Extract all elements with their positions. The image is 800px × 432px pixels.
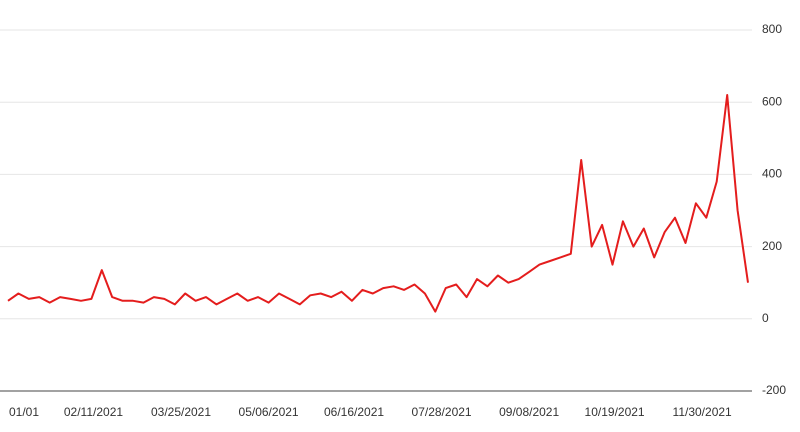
x-tick-label: 05/06/2021 [239,405,299,419]
y-tick-label: 800 [762,22,782,36]
x-tick-label: 11/30/2021 [673,405,732,419]
data-line [7,94,749,313]
x-tick-label: 07/28/2021 [412,405,472,419]
x-tick-label: 01/01 [9,405,39,419]
x-tick-label: 02/11/2021 [64,405,123,419]
y-tick-label: 0 [762,311,769,325]
x-tick-label: 10/19/2021 [585,405,645,419]
x-tick-label: 06/16/2021 [324,405,384,419]
y-tick-label: -200 [762,383,786,397]
x-tick-label: 09/08/2021 [499,405,559,419]
x-tick-label: 03/25/2021 [151,405,211,419]
y-tick-label: 200 [762,239,782,253]
y-tick-label: 600 [762,94,782,108]
y-tick-label: 400 [762,167,782,181]
